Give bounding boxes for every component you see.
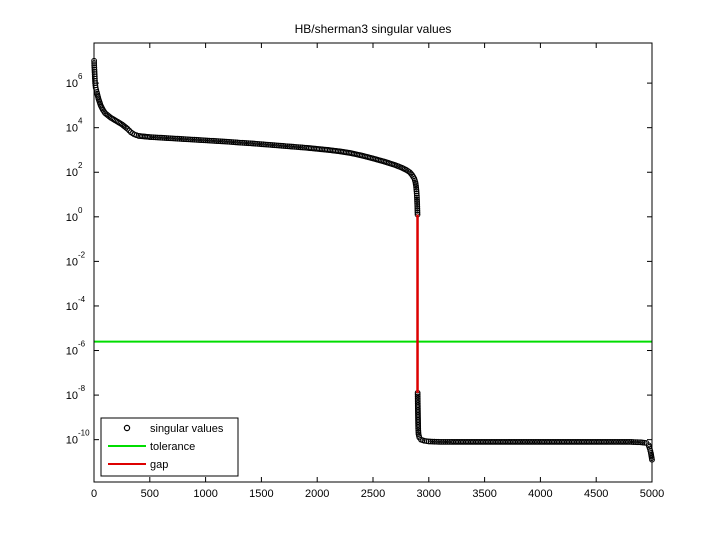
x-tick-label: 1000 <box>193 488 217 500</box>
x-tick-label: 4500 <box>584 488 608 500</box>
x-tick-label: 2500 <box>361 488 385 500</box>
y-tick-label-base: 10 <box>66 256 78 268</box>
y-tick-label-exponent: 6 <box>78 72 83 81</box>
x-tick-label: 0 <box>91 488 97 500</box>
legend-label: singular values <box>150 423 224 435</box>
y-tick-label-exponent: 2 <box>78 161 83 170</box>
y-tick-label-exponent: -8 <box>78 384 86 393</box>
y-tick-label-base: 10 <box>66 123 78 135</box>
x-tick-label: 1500 <box>249 488 273 500</box>
y-tick-label-exponent: 4 <box>78 117 83 126</box>
x-tick-label: 4000 <box>528 488 552 500</box>
y-tick-label-base: 10 <box>66 301 78 313</box>
chart-title: HB/sherman3 singular values <box>295 22 452 36</box>
x-tick-label: 2000 <box>305 488 329 500</box>
x-tick-label: 500 <box>141 488 159 500</box>
x-tick-label: 5000 <box>640 488 664 500</box>
y-tick-label-exponent: -4 <box>78 295 86 304</box>
y-tick-label-exponent: 0 <box>78 206 83 215</box>
y-tick-label-base: 10 <box>66 390 78 402</box>
y-tick-label-base: 10 <box>66 167 78 179</box>
plot-area <box>92 43 655 482</box>
y-tick-label-exponent: -6 <box>78 340 86 349</box>
y-tick-label-exponent: -2 <box>78 250 86 259</box>
y-tick-label-exponent: -10 <box>78 429 90 438</box>
y-tick-label-base: 10 <box>66 435 78 447</box>
plot-background <box>94 43 652 482</box>
y-tick-label-base: 10 <box>66 212 78 224</box>
legend: singular values tolerance gap <box>101 418 238 476</box>
x-tick-label: 3000 <box>417 488 441 500</box>
legend-label: gap <box>150 459 168 471</box>
x-tick-label: 3500 <box>472 488 496 500</box>
y-tick-label-base: 10 <box>66 78 78 90</box>
y-tick-label-base: 10 <box>66 346 78 358</box>
legend-label: tolerance <box>150 441 195 453</box>
